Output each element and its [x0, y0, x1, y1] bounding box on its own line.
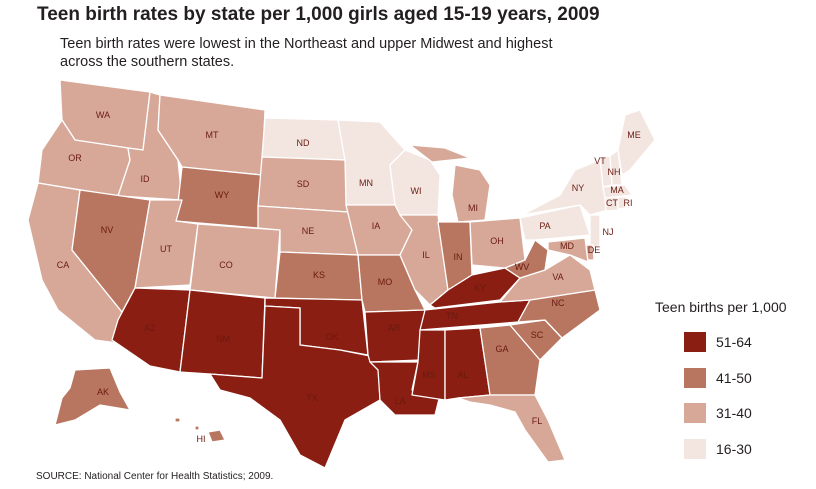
state-label-sc: SC [531, 330, 544, 340]
map-title: Teen birth rates by state per 1,000 girl… [37, 4, 600, 25]
state-label-tx: TX [306, 393, 318, 403]
state-label-ia: IA [372, 221, 381, 231]
state-label-ct: CT [606, 198, 618, 208]
state-va[interactable] [499, 254, 596, 303]
legend-item: 41-50 [684, 367, 752, 389]
state-label-nm: NM [216, 334, 230, 344]
state-tx[interactable] [209, 305, 381, 469]
state-label-nj: NJ [603, 227, 614, 237]
source-note: SOURCE: National Center for Health Stati… [36, 471, 274, 482]
state-labels: WA OR CA ID NV MT WY UT CO AZ NM ND SD N… [57, 110, 641, 444]
map-subtitle: Teen birth rates were lowest in the Nort… [60, 36, 553, 70]
legend-label: 51-64 [716, 334, 752, 350]
state-label-ak: AK [97, 387, 109, 397]
state-mi[interactable] [409, 144, 491, 223]
state-label-wi: WI [411, 186, 422, 196]
state-label-nd: ND [297, 138, 310, 148]
legend-swatch [684, 332, 706, 352]
state-label-wv: WV [515, 262, 530, 272]
legend-label: 31-40 [716, 405, 752, 421]
state-label-ok: OK [325, 332, 338, 342]
legend-item: 31-40 [684, 402, 752, 424]
state-hi[interactable] [174, 417, 226, 443]
state-label-mt: MT [206, 130, 219, 140]
state-label-pa: PA [539, 221, 550, 231]
legend-label: 41-50 [716, 370, 752, 386]
state-label-ms: MS [422, 370, 436, 380]
state-label-ky: KY [474, 283, 486, 293]
state-label-ks: KS [313, 270, 325, 280]
state-ny[interactable] [521, 159, 609, 216]
legend-swatch [684, 403, 706, 423]
state-label-ri: RI [624, 198, 633, 208]
state-label-va: VA [552, 272, 563, 282]
state-label-wy: WY [215, 190, 230, 200]
legend-item: 16-30 [684, 438, 752, 460]
state-label-sd: SD [297, 179, 310, 189]
state-label-in: IN [454, 252, 463, 262]
state-label-ny: NY [572, 183, 585, 193]
state-label-mn: MN [359, 178, 373, 188]
state-ar[interactable] [364, 309, 426, 363]
legend-swatch [684, 368, 706, 388]
state-label-fl: FL [532, 416, 543, 426]
state-label-md: MD [560, 241, 574, 251]
state-label-ca: CA [57, 260, 70, 270]
state-label-il: IL [422, 250, 430, 260]
state-label-nc: NC [552, 298, 565, 308]
legend-swatch [684, 439, 706, 459]
state-ri[interactable] [617, 196, 627, 210]
state-label-oh: OH [490, 236, 504, 246]
state-me[interactable] [617, 109, 656, 176]
state-label-ut: UT [160, 244, 172, 254]
state-label-nv: NV [101, 225, 114, 235]
state-md[interactable] [547, 237, 589, 263]
state-label-la: LA [394, 396, 405, 406]
state-label-al: AL [457, 370, 468, 380]
legend-item: 51-64 [684, 331, 752, 353]
legend-title: Teen births per 1,000 [655, 299, 787, 315]
state-label-mo: MO [378, 277, 393, 287]
state-label-me: ME [627, 130, 641, 140]
state-ak[interactable] [54, 367, 131, 426]
state-label-ga: GA [495, 344, 508, 354]
state-label-nh: NH [608, 167, 621, 177]
state-label-hi: HI [197, 434, 206, 444]
state-label-ma: MA [610, 185, 624, 195]
state-wi[interactable] [389, 149, 441, 216]
state-label-wa: WA [96, 110, 110, 120]
state-label-mi: MI [468, 203, 478, 213]
state-ma[interactable] [602, 184, 633, 199]
state-label-ne: NE [302, 226, 315, 236]
state-label-ar: AR [388, 323, 401, 333]
state-ct[interactable] [604, 196, 619, 212]
state-fl[interactable] [457, 394, 566, 463]
state-label-vt: VT [594, 156, 606, 166]
state-nj[interactable] [589, 214, 601, 251]
state-ms[interactable] [411, 329, 446, 401]
state-label-tn: TN [446, 311, 458, 321]
state-co[interactable] [189, 223, 281, 299]
state-label-de: DE [588, 245, 601, 255]
state-label-az: AZ [144, 323, 156, 333]
state-label-co: CO [219, 260, 233, 270]
state-label-id: ID [141, 174, 151, 184]
state-label-or: OR [68, 153, 82, 163]
legend-label: 16-30 [716, 441, 752, 457]
